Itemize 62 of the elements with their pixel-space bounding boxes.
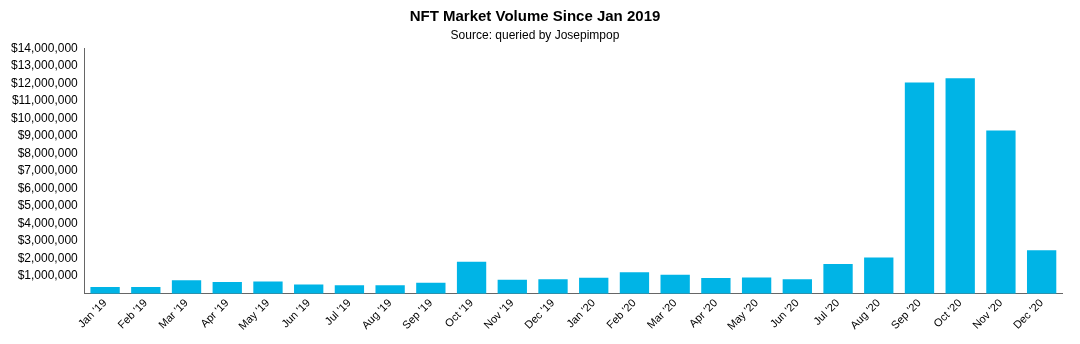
bar bbox=[701, 277, 731, 294]
x-tick-label: Feb '20 bbox=[603, 296, 638, 331]
bar bbox=[416, 282, 446, 294]
bar bbox=[660, 274, 690, 294]
bar bbox=[986, 130, 1016, 294]
bar bbox=[497, 279, 527, 294]
chart-title: NFT Market Volume Since Jan 2019 bbox=[409, 7, 661, 25]
x-tick-label: Aug '20 bbox=[847, 296, 883, 332]
y-tick-label: $4,000,000 bbox=[17, 215, 79, 230]
x-tick-label: May '20 bbox=[724, 296, 761, 332]
bar bbox=[864, 257, 894, 294]
y-tick-label: $5,000,000 bbox=[17, 198, 79, 213]
x-tick-label: Dec '19 bbox=[521, 296, 557, 332]
y-tick-label: $6,000,000 bbox=[17, 180, 79, 195]
x-tick-label: Jan '19 bbox=[75, 296, 109, 330]
bar bbox=[334, 285, 365, 294]
x-tick-label: May '19 bbox=[236, 296, 272, 332]
bar bbox=[538, 279, 568, 294]
x-tick-label: Jun '19 bbox=[278, 296, 313, 330]
y-tick-label: $8,000,000 bbox=[17, 145, 79, 160]
bar bbox=[375, 285, 405, 294]
x-tick-label: Oct '19 bbox=[442, 296, 476, 330]
x-tick-label: Feb '19 bbox=[115, 296, 150, 331]
x-tick-label: Jun '20 bbox=[767, 296, 801, 330]
bar bbox=[90, 287, 120, 294]
y-tick-label: $11,000,000 bbox=[11, 93, 79, 108]
y-tick-label: $14,000,000 bbox=[11, 40, 79, 55]
bar bbox=[782, 279, 812, 294]
x-tick-label: Nov '20 bbox=[969, 296, 1005, 332]
bar bbox=[1026, 250, 1057, 294]
bar bbox=[619, 272, 650, 294]
bar bbox=[945, 78, 975, 294]
bar bbox=[579, 277, 609, 294]
y-tick-label: $3,000,000 bbox=[17, 233, 79, 248]
x-tick-label: Sep '19 bbox=[399, 296, 435, 332]
y-tick-label: $1,000,000 bbox=[17, 268, 79, 283]
bar bbox=[904, 82, 935, 294]
y-tick-label: $10,000,000 bbox=[11, 110, 79, 125]
y-tick-label: $13,000,000 bbox=[11, 58, 79, 73]
x-tick-label: Nov '19 bbox=[481, 296, 516, 332]
y-tick-label: $7,000,000 bbox=[17, 163, 79, 178]
x-tick-label: Apr '20 bbox=[686, 296, 720, 330]
x-tick-label: Jul '19 bbox=[322, 296, 353, 328]
x-tick-label: Jan '20 bbox=[563, 296, 598, 330]
bar bbox=[212, 281, 242, 294]
x-tick-label: Dec '20 bbox=[1010, 296, 1046, 332]
x-tick-label: Apr '19 bbox=[197, 296, 231, 330]
y-tick-label: $12,000,000 bbox=[11, 75, 79, 90]
x-tick-label: Mar '19 bbox=[155, 296, 191, 331]
bar bbox=[823, 263, 853, 294]
x-tick-label: Mar '20 bbox=[644, 296, 679, 331]
bar bbox=[171, 280, 202, 294]
x-tick-label: Sep '20 bbox=[888, 296, 924, 332]
bar bbox=[253, 281, 283, 294]
x-tick-label: Aug '19 bbox=[359, 296, 394, 332]
x-tick-label: Jul '20 bbox=[810, 296, 842, 328]
bar bbox=[456, 261, 487, 294]
y-tick-label: $9,000,000 bbox=[17, 128, 79, 143]
x-tick-label: Oct '20 bbox=[930, 296, 964, 330]
y-tick-label: $2,000,000 bbox=[17, 250, 79, 265]
chart-subtitle: Source: queried by Josepimpop bbox=[450, 27, 620, 42]
bar bbox=[741, 277, 772, 294]
